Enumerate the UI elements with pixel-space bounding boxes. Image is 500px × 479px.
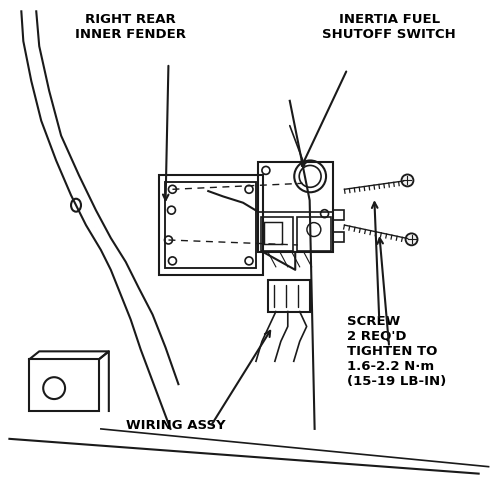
Bar [258, 162, 332, 212]
Circle shape [402, 174, 413, 186]
Circle shape [406, 233, 417, 245]
Bar [264, 222, 282, 244]
Bar [261, 217, 293, 251]
Bar [30, 359, 99, 411]
Text: SCREW
2 REQ'D
TIGHTEN TO
1.6-2.2 N·m
(15-19 LB-IN): SCREW 2 REQ'D TIGHTEN TO 1.6-2.2 N·m (15… [348, 315, 446, 388]
Text: WIRING ASSY: WIRING ASSY [126, 419, 225, 432]
Bar [332, 210, 344, 219]
Bar [268, 280, 310, 311]
Bar [332, 232, 344, 242]
Bar [158, 175, 263, 275]
Text: INERTIA FUEL
SHUTOFF SWITCH: INERTIA FUEL SHUTOFF SWITCH [322, 13, 456, 41]
Bar [166, 182, 256, 268]
Bar [258, 162, 332, 252]
Text: RIGHT REAR
INNER FENDER: RIGHT REAR INNER FENDER [75, 13, 186, 41]
Bar [297, 217, 331, 251]
